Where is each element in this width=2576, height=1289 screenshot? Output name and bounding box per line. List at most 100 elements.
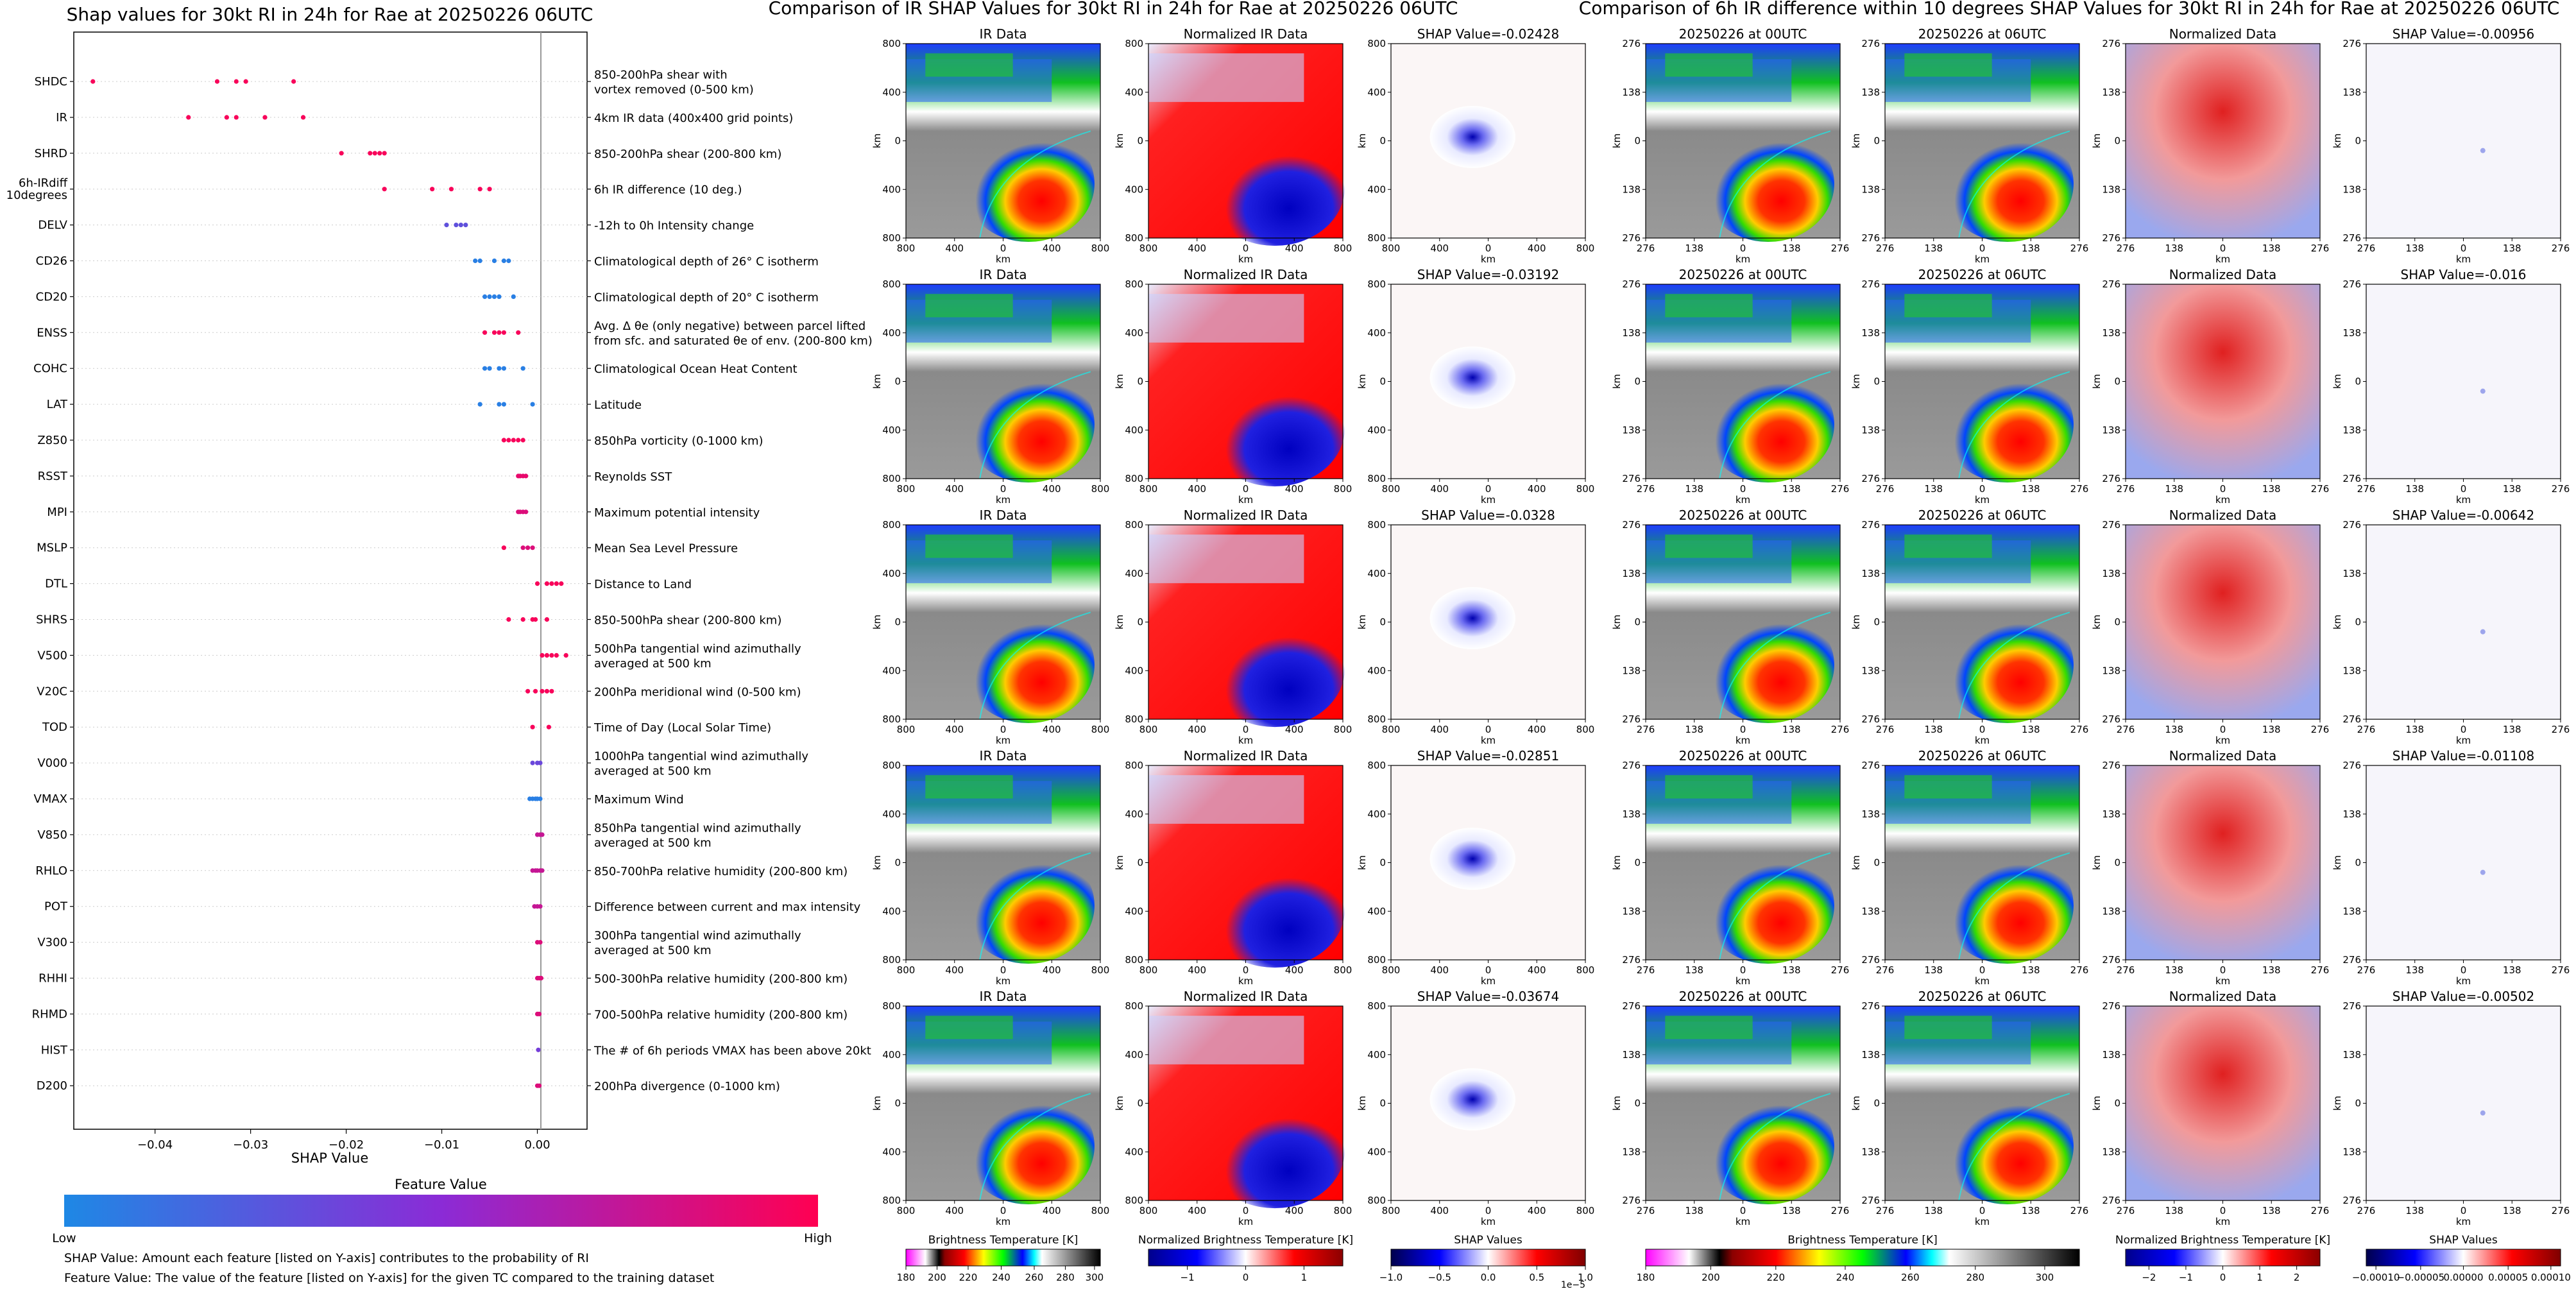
normalized-diff-field [2126, 1006, 2320, 1200]
panel-title: Normalized IR Data [1184, 26, 1308, 42]
diff-shap-spot [2480, 629, 2486, 635]
coastline [979, 852, 1091, 960]
map-x-tick-label: 276 [2552, 483, 2570, 495]
map-x-tick-label: 0 [1485, 483, 1492, 495]
shap-point [454, 223, 459, 228]
panel-title: SHAP Value=-0.016 [2401, 267, 2527, 282]
map-y-tick-label: 0 [2114, 1098, 2120, 1109]
diff-shap-spot [2480, 148, 2486, 153]
map-y-tick-label: 400 [1367, 87, 1386, 98]
map-y-tick-label: 0 [1634, 617, 1641, 628]
map-x-axis-label: km [1238, 1216, 1253, 1227]
map-x-tick-label: 0 [1979, 724, 1986, 735]
diff-shap-spot [2480, 388, 2486, 394]
colorbar-tick-label: 0 [2220, 1272, 2226, 1283]
shap-point [214, 79, 220, 84]
map-y-tick-label: 400 [882, 327, 901, 339]
map-y-tick-label: 138 [2102, 808, 2120, 820]
feature-description: The # of 6h periods VMAX has been above … [593, 1044, 871, 1057]
colorbar-tick-label: 2 [2294, 1272, 2300, 1283]
map-y-tick-label: 0 [1634, 857, 1641, 869]
map-y-axis-label: km [871, 1096, 883, 1111]
map-x-tick-label: 0 [2220, 483, 2226, 495]
shap-point [506, 258, 511, 264]
map-y-tick-label: 276 [1622, 38, 1641, 49]
map-x-axis-label: km [1736, 735, 1750, 746]
x-tick-label: −0.01 [424, 1138, 459, 1152]
map-y-tick-label: 0 [1873, 1098, 1880, 1109]
map-y-tick-label: 276 [2342, 954, 2361, 966]
map-y-axis-label: km [1611, 615, 1623, 629]
map-y-tick-label: 276 [2102, 1195, 2120, 1206]
map-y-tick-label: 800 [1367, 278, 1386, 290]
colorbar-tick-label: 1 [1301, 1272, 1308, 1283]
map-frame [1148, 284, 1343, 479]
x-axis-ticks: −0.04 −0.03 −0.02 −0.01 0.00 [137, 1129, 550, 1152]
map-y-tick-label: 276 [1861, 1195, 1880, 1206]
map-y-tick-label: 276 [1861, 519, 1880, 531]
panel-title: 20250226 at 00UTC [1679, 26, 1807, 42]
map-y-tick-label: 800 [1125, 1000, 1143, 1012]
map-x-tick-label: 0 [1485, 964, 1492, 976]
colorbar: Brightness Temperature [K] 180 200 220 240 26… [897, 1234, 1104, 1283]
shap-blob [1429, 1068, 1515, 1131]
map-y-tick-label: 800 [1367, 38, 1386, 49]
normalized-diff-field [2126, 765, 2320, 960]
map-x-axis-label: km [1481, 735, 1496, 746]
summary-title: Shap values for 30kt RI in 24h for Rae a… [67, 4, 593, 25]
colorbar-tick-label: 0.5 [1529, 1272, 1544, 1283]
panel-title: SHAP Value=-0.00502 [2393, 989, 2534, 1004]
shap-point [525, 688, 531, 694]
colorbar: Brightness Temperature [K] 180 200 220 240 26… [1637, 1234, 2080, 1283]
feature-label: RSST [38, 470, 68, 483]
map-y-tick-label: 276 [1622, 519, 1641, 531]
shap-point [291, 79, 296, 84]
map-y-tick-label: 800 [1125, 473, 1143, 484]
panel-title: Normalized Data [2169, 26, 2277, 42]
map-y-tick-label: 276 [1861, 278, 1880, 290]
map-x-tick-label: 400 [945, 243, 964, 254]
map-frame [2125, 1005, 2321, 1201]
shap-point [516, 330, 521, 335]
irdiff-panel: 27627613813800138138276276kmkmNormalized… [2091, 26, 2329, 265]
map-y-axis-label: km [1850, 133, 1862, 148]
map-x-tick-label: 276 [1637, 964, 1655, 976]
shap-point [463, 223, 468, 228]
shap-point [511, 438, 516, 443]
map-x-tick-label: 138 [2405, 724, 2424, 735]
shap-point [524, 509, 529, 515]
map-x-tick-label: 138 [1685, 1205, 1703, 1216]
map-y-axis-label: km [2332, 1096, 2343, 1111]
colorbar-tick-label: −2 [2142, 1272, 2156, 1283]
map-x-axis-label: km [1238, 494, 1253, 506]
map-x-tick-label: 276 [1876, 243, 1895, 254]
feature-label: V850 [37, 828, 67, 842]
map-x-tick-label: 800 [1139, 1205, 1158, 1216]
feature-label: TOD [42, 721, 67, 734]
ir-cloud-band [1665, 1016, 1753, 1039]
map-y-tick-label: 400 [1367, 1049, 1386, 1061]
map-x-tick-label: 800 [1576, 1205, 1595, 1216]
map-frame [1390, 524, 1586, 720]
map-y-axis-label: km [1114, 615, 1125, 629]
shap-point [501, 330, 506, 335]
map-y-tick-label: 0 [1873, 135, 1880, 147]
map-x-tick-label: 138 [1685, 243, 1703, 254]
map-y-tick-label: 400 [1367, 1146, 1386, 1157]
map-x-axis-label: km [996, 735, 1011, 746]
map-y-tick-label: 0 [894, 1098, 901, 1109]
shap-point [234, 115, 239, 120]
normalized-cloud-band [1148, 1016, 1304, 1064]
map-x-tick-label: 400 [1285, 243, 1304, 254]
shap-point [501, 438, 506, 443]
map-y-tick-label: 400 [1125, 1146, 1143, 1157]
map-x-tick-label: 138 [2262, 964, 2281, 976]
panel-title: SHAP Value=-0.0328 [1421, 508, 1555, 523]
ir-cloud-band [1665, 53, 1753, 77]
map-x-tick-label: 276 [2552, 964, 2570, 976]
feature-description: 850hPa tangential wind azimuthally [594, 821, 801, 835]
